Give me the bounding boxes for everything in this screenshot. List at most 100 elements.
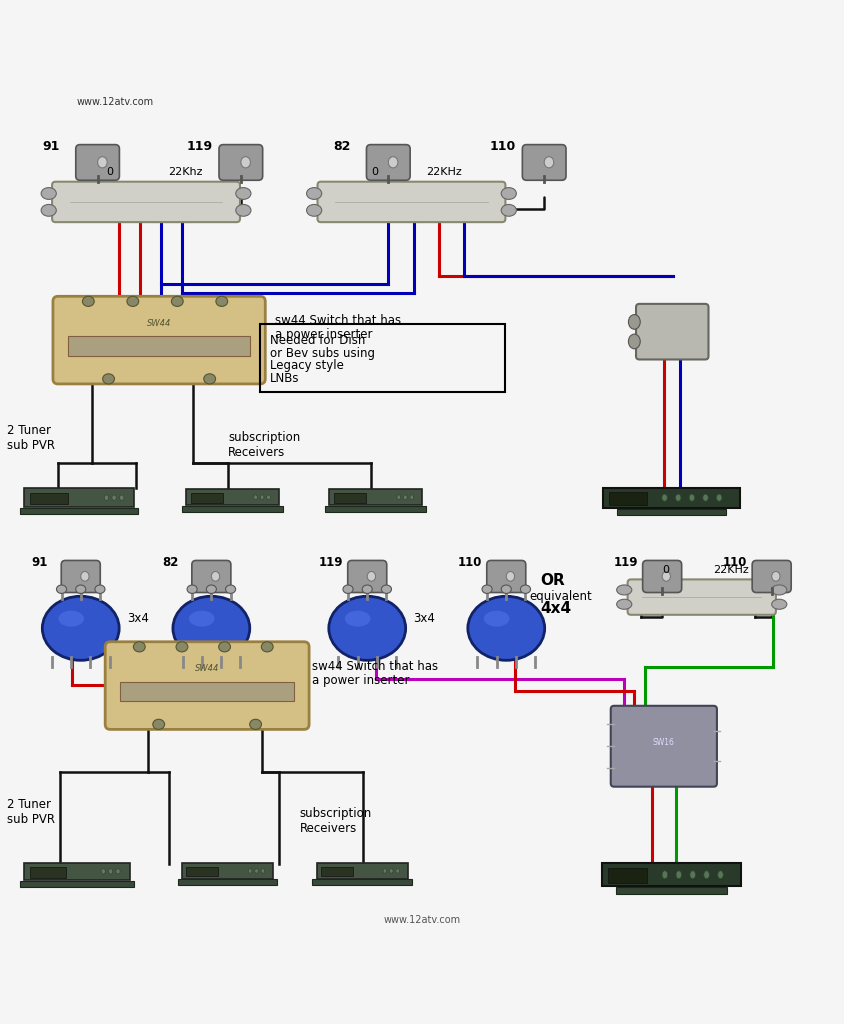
Text: sw44 Switch that has: sw44 Switch that has [312,659,439,673]
Ellipse shape [171,296,183,306]
Text: 119: 119 [186,139,212,153]
Ellipse shape [397,495,401,500]
Ellipse shape [676,870,682,879]
Ellipse shape [367,571,376,582]
Ellipse shape [112,495,116,501]
Ellipse shape [343,585,353,594]
Ellipse shape [501,187,517,200]
Ellipse shape [501,585,511,594]
Ellipse shape [267,495,270,500]
Ellipse shape [255,868,258,873]
FancyBboxPatch shape [636,304,708,359]
Text: SW44: SW44 [147,318,171,328]
Bar [120,682,295,701]
Ellipse shape [101,868,106,874]
Ellipse shape [260,495,264,500]
Ellipse shape [173,596,250,660]
Bar [616,887,728,894]
Ellipse shape [254,495,257,500]
Text: 110: 110 [490,139,516,153]
Bar [617,509,726,515]
Ellipse shape [403,495,407,500]
Ellipse shape [225,585,235,594]
Ellipse shape [241,157,251,168]
Ellipse shape [41,187,57,200]
Text: sw44 Switch that has: sw44 Switch that has [274,314,401,327]
Text: or Bev subs using: or Bev subs using [270,347,376,359]
FancyBboxPatch shape [52,181,240,222]
Ellipse shape [521,585,531,594]
FancyBboxPatch shape [62,560,100,593]
Text: a power inserter: a power inserter [312,674,410,687]
Text: 110: 110 [457,556,482,569]
Ellipse shape [133,642,145,652]
Ellipse shape [219,642,230,652]
Text: 0: 0 [662,565,669,574]
Bar [20,508,138,514]
Ellipse shape [103,374,115,384]
Text: SW44: SW44 [195,664,219,673]
Text: 119: 119 [318,556,343,569]
FancyBboxPatch shape [219,144,262,180]
Ellipse shape [501,205,517,216]
Ellipse shape [771,599,787,609]
Ellipse shape [235,187,251,200]
Text: 91: 91 [43,139,60,153]
Ellipse shape [381,585,392,594]
Bar [187,867,219,877]
FancyBboxPatch shape [487,560,526,593]
Ellipse shape [248,868,252,873]
Ellipse shape [105,495,109,501]
Bar [329,489,422,505]
Ellipse shape [306,187,322,200]
Ellipse shape [482,585,492,594]
Text: 91: 91 [32,556,48,569]
Bar [322,867,353,877]
FancyBboxPatch shape [192,560,231,593]
Text: 0: 0 [106,167,113,177]
Ellipse shape [95,585,105,594]
Ellipse shape [675,495,681,501]
Bar [177,880,277,885]
Bar [191,494,223,503]
Ellipse shape [484,610,510,627]
Text: subscription
Receivers: subscription Receivers [228,430,300,459]
Ellipse shape [76,585,86,594]
Ellipse shape [362,585,372,594]
Text: 22KHz: 22KHz [713,565,749,574]
Bar [603,863,741,886]
Ellipse shape [410,495,414,500]
Bar [186,489,279,505]
Ellipse shape [262,642,273,652]
Text: 4x4: 4x4 [540,601,571,616]
Bar [20,881,134,888]
Ellipse shape [629,334,641,349]
Text: 22KHz: 22KHz [426,167,462,177]
Ellipse shape [617,585,632,595]
Text: 3x4: 3x4 [414,611,436,625]
Ellipse shape [690,495,695,501]
Text: subscription
Receivers: subscription Receivers [300,807,372,836]
FancyBboxPatch shape [628,580,776,614]
FancyBboxPatch shape [366,144,410,180]
Ellipse shape [396,868,399,873]
Text: 3x4: 3x4 [127,611,149,625]
Ellipse shape [127,296,138,306]
Text: 2 Tuner
sub PVR: 2 Tuner sub PVR [8,798,56,826]
Ellipse shape [216,296,228,306]
Ellipse shape [329,596,406,660]
Ellipse shape [544,157,554,168]
Bar [181,506,283,512]
Text: Legacy style: Legacy style [270,359,344,373]
FancyBboxPatch shape [611,706,717,786]
Text: LNBs: LNBs [270,372,300,385]
Bar [181,863,273,879]
Text: 82: 82 [333,139,351,153]
Text: 110: 110 [722,556,747,569]
Ellipse shape [662,495,668,501]
Ellipse shape [211,571,219,582]
Ellipse shape [617,599,632,609]
Bar [24,862,130,881]
Ellipse shape [116,868,120,874]
Ellipse shape [383,868,387,873]
